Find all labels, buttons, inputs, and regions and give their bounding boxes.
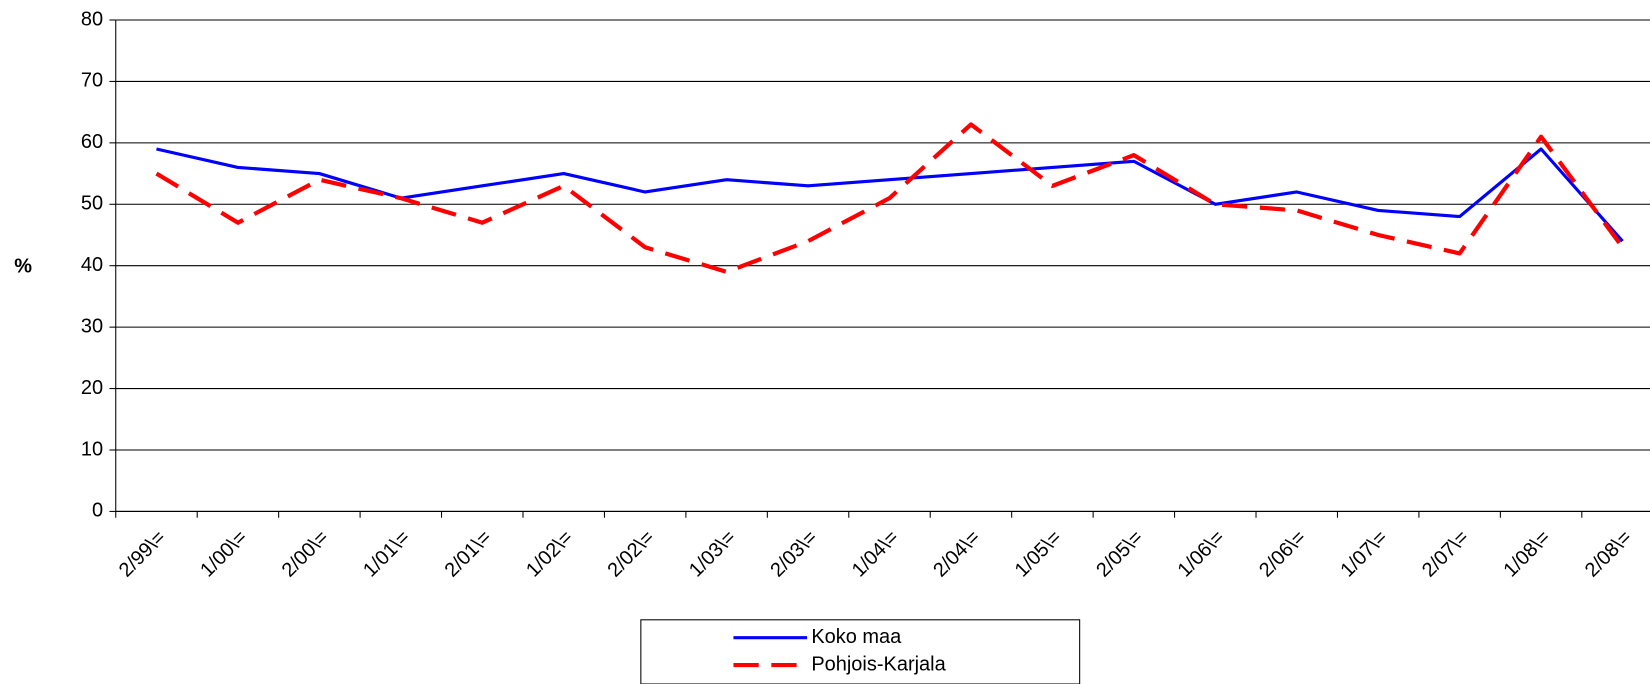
- x-tick-label: 2/03\=: [766, 526, 821, 581]
- y-tick-label: 0: [92, 500, 103, 522]
- x-tick-label: 2/05\=: [1092, 526, 1147, 581]
- y-tick-label: 30: [81, 315, 103, 337]
- x-tick-label: 2/99\=: [115, 526, 170, 581]
- y-axis-label: %: [14, 256, 32, 278]
- x-tick-label: 1/03\=: [685, 526, 740, 581]
- x-tick-label: 1/05\=: [1011, 526, 1066, 581]
- x-tick-label: 2/08\=: [1581, 526, 1636, 581]
- x-tick-label: 1/01\=: [359, 526, 414, 581]
- y-tick-label: 80: [81, 8, 103, 30]
- x-tick-label: 2/00\=: [278, 526, 333, 581]
- y-tick-label: 50: [81, 193, 103, 215]
- y-tick-label: 40: [81, 254, 103, 276]
- x-tick-label: 2/07\=: [1418, 526, 1473, 581]
- x-tick-label: 1/07\=: [1337, 526, 1392, 581]
- series-line: [156, 147, 1624, 243]
- legend-label: Koko maa: [811, 626, 902, 648]
- y-tick-label: 70: [81, 70, 103, 92]
- series-line: [155, 122, 1625, 274]
- x-tick-label: 1/08\=: [1499, 526, 1554, 581]
- x-tick-label: 2/06\=: [1255, 526, 1310, 581]
- legend-box: [640, 619, 1081, 684]
- x-tick-label: 1/04\=: [848, 526, 903, 581]
- x-tick-label: 1/02\=: [522, 526, 577, 581]
- x-tick-label: 1/00\=: [196, 526, 251, 581]
- y-tick-label: 20: [81, 377, 103, 399]
- legend-label: Pohjois-Karjala: [811, 653, 946, 675]
- x-tick-label: 1/06\=: [1174, 526, 1229, 581]
- y-tick-label: 10: [81, 438, 103, 460]
- legend: Koko maa Pohjois-Karjala: [640, 619, 1081, 684]
- x-tick-label: 2/01\=: [441, 526, 496, 581]
- x-tick-label: 2/02\=: [604, 526, 659, 581]
- y-tick-label: 60: [81, 131, 103, 153]
- x-tick-label: 2/04\=: [929, 526, 984, 581]
